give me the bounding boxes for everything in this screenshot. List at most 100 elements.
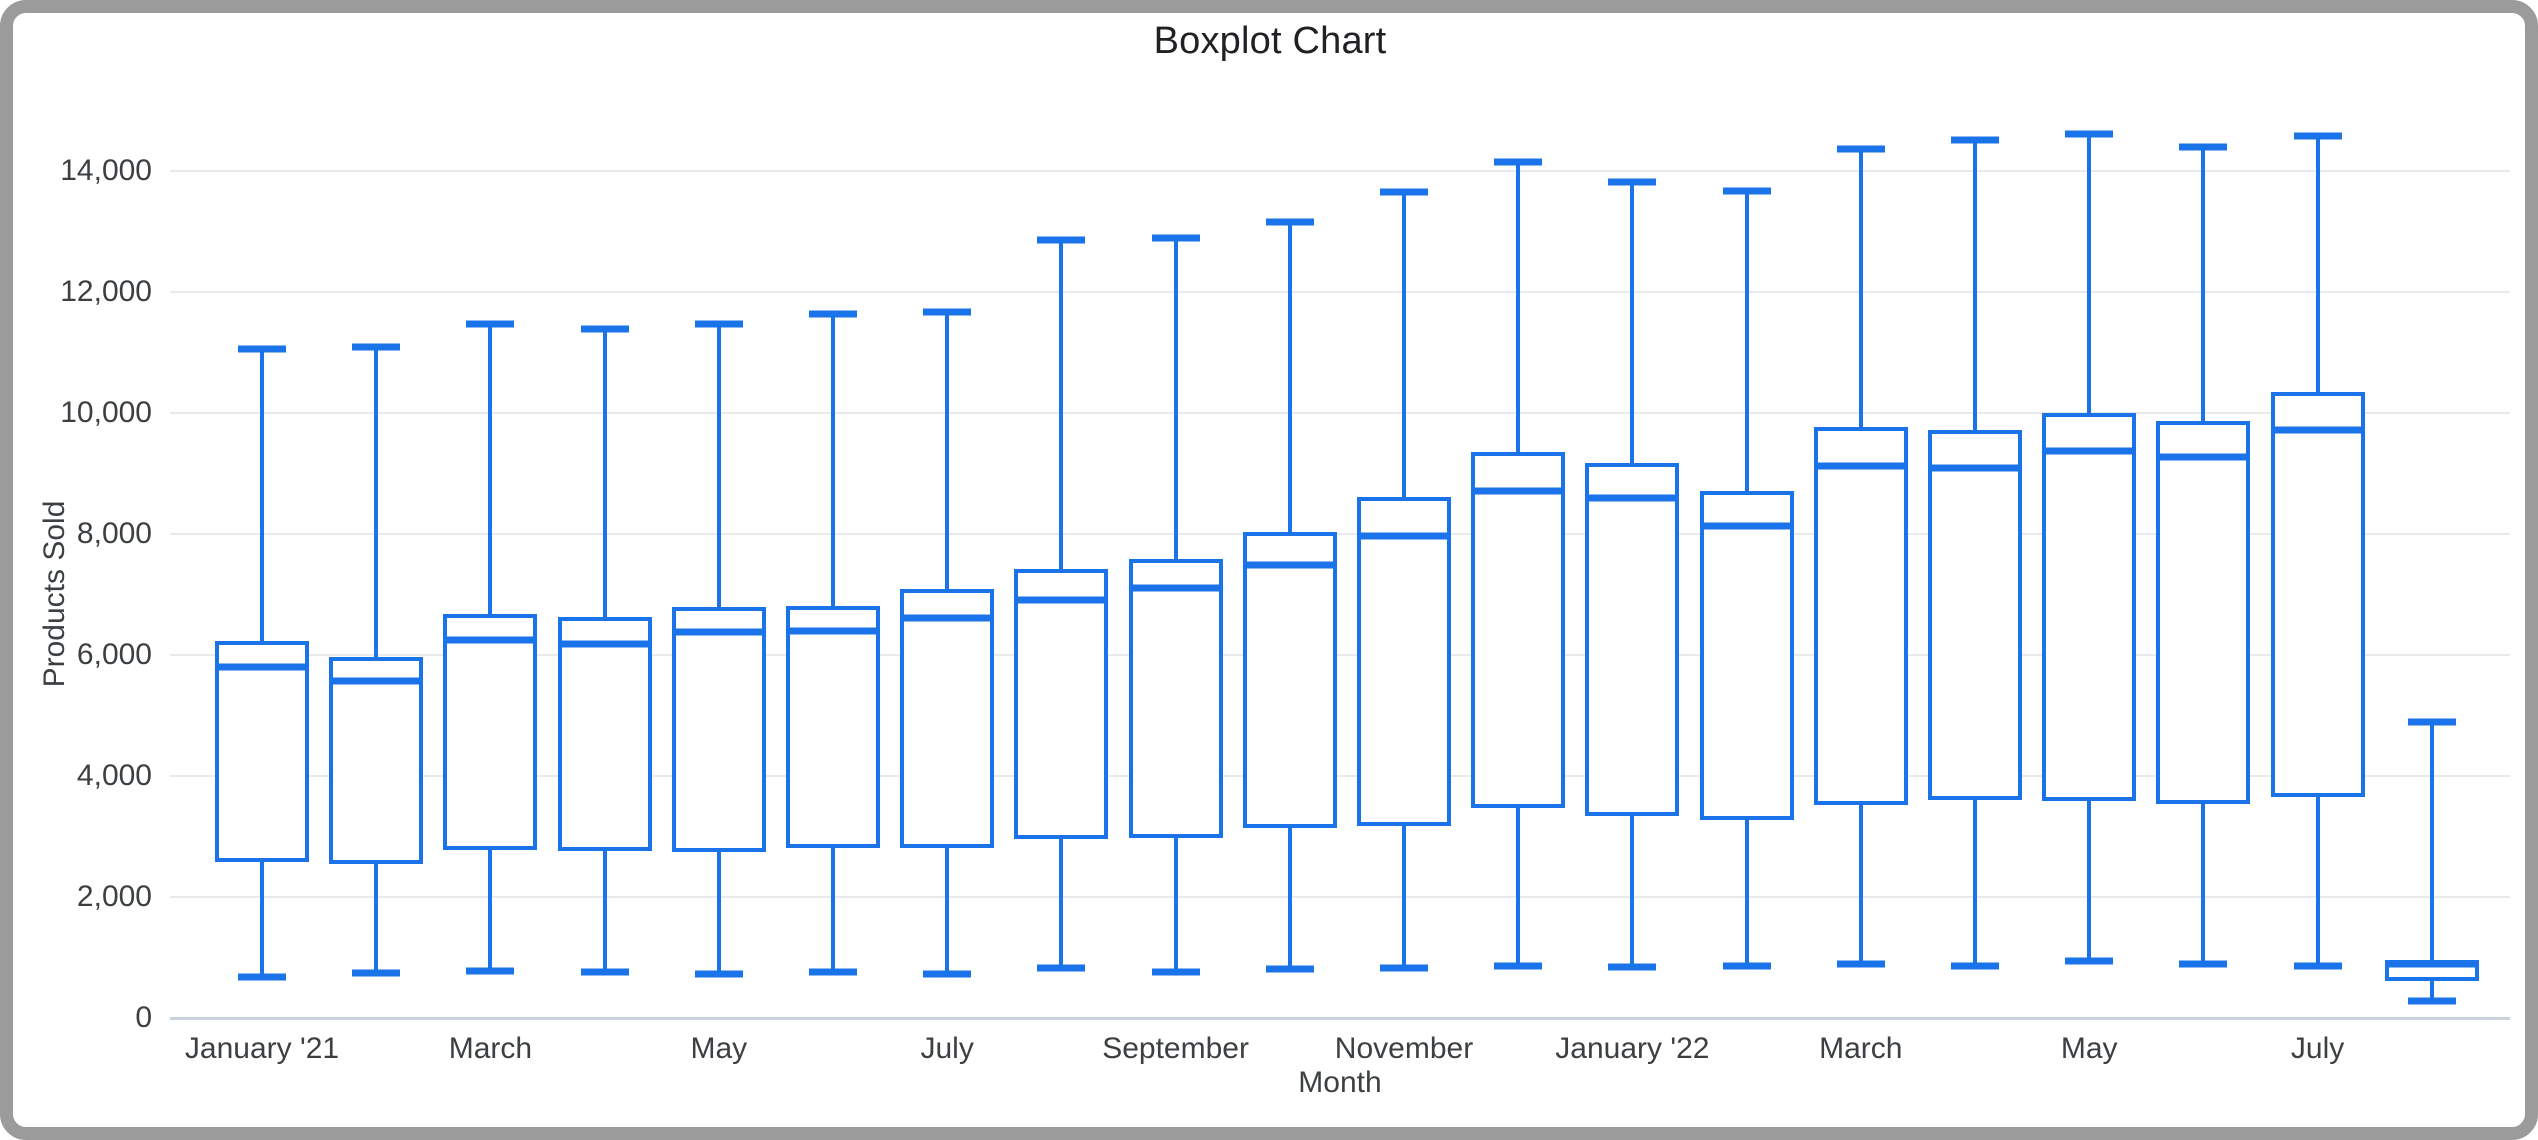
whisker-cap-min-march-22[interactable] [1836, 960, 1885, 968]
whisker-cap-min-june-22[interactable] [2179, 960, 2228, 968]
whisker-cap-max-june-22[interactable] [2179, 143, 2228, 150]
whisker-cap-max-june-21[interactable] [809, 310, 857, 318]
median-line-may-22[interactable] [2042, 447, 2137, 455]
median-line-july-21[interactable] [900, 614, 995, 622]
whisker-cap-max-december-21[interactable] [1494, 158, 1543, 166]
whisker-cap-min-july-21[interactable] [923, 970, 972, 978]
median-line-june-21[interactable] [786, 627, 880, 634]
whisker-cap-min-april-21[interactable] [580, 968, 629, 976]
boxplot-box-october-21[interactable] [1242, 532, 1337, 828]
whisker-cap-min-october-21[interactable] [1265, 965, 1314, 973]
median-line-february-21[interactable] [329, 677, 424, 685]
median-line-february-22[interactable] [1699, 522, 1794, 530]
boxplot-box-april-22[interactable] [1928, 429, 2022, 801]
y-tick-label-14,000: 14,000 [60, 153, 152, 187]
x-tick-label-march-22: March [1819, 1032, 1903, 1065]
boxplot-box-may-22[interactable] [2042, 413, 2137, 802]
whisker-cap-max-may-22[interactable] [2065, 130, 2114, 138]
whisker-cap-max-november-21[interactable] [1380, 188, 1428, 196]
whisker-cap-min-november-21[interactable] [1380, 964, 1428, 972]
y-tick-label-12,000: 12,000 [60, 274, 152, 308]
whisker-cap-min-august-21[interactable] [1037, 964, 1086, 972]
whisker-cap-min-december-21[interactable] [1494, 962, 1543, 970]
median-line-september-21[interactable] [1128, 584, 1223, 592]
x-tick-label-july-22: July [2290, 1032, 2345, 1065]
whisker-cap-max-july-22[interactable] [2293, 132, 2342, 140]
boxplot-box-june-21[interactable] [786, 606, 880, 849]
boxplot-box-january-21[interactable] [215, 640, 309, 862]
x-axis-title: Month [1298, 1066, 1382, 1099]
whisker-cap-min-august-22[interactable] [2407, 997, 2456, 1005]
boxplot-box-november-21[interactable] [1357, 496, 1451, 826]
y-tick-label-2,000: 2,000 [76, 879, 152, 913]
gridline-6,000 [170, 653, 2510, 656]
boxplot-box-january-22[interactable] [1585, 462, 1680, 816]
whisker-cap-max-august-21[interactable] [1037, 236, 1086, 244]
whisker-cap-max-january-21[interactable] [238, 345, 286, 353]
whisker-cap-max-july-21[interactable] [923, 308, 972, 316]
y-tick-label-8,000: 8,000 [76, 516, 152, 550]
gridline-4,000 [170, 774, 2510, 777]
x-tick-label-january-21: January '21 [184, 1032, 340, 1065]
boxplot-box-june-22[interactable] [2156, 420, 2251, 804]
whisker-cap-max-may-21[interactable] [694, 320, 743, 328]
whisker-cap-max-march-21[interactable] [466, 320, 515, 328]
whisker-cap-min-june-21[interactable] [809, 968, 857, 976]
whisker-cap-min-february-21[interactable] [352, 969, 401, 977]
boxplot-box-march-22[interactable] [1813, 427, 1908, 806]
whisker-cap-max-january-22[interactable] [1608, 178, 1657, 186]
y-tick-label-10,000: 10,000 [60, 395, 152, 429]
boxplot-box-february-22[interactable] [1699, 491, 1794, 820]
whisker-stem-august-22[interactable] [2429, 721, 2434, 1001]
gridline-10,000 [170, 411, 2510, 414]
whisker-cap-max-april-21[interactable] [580, 325, 629, 333]
median-line-august-21[interactable] [1014, 596, 1109, 604]
whisker-cap-max-march-22[interactable] [1836, 145, 1885, 153]
gridline-14,000 [170, 169, 2510, 172]
boxplot-box-july-21[interactable] [900, 588, 995, 849]
x-tick-label-march-21: March [448, 1032, 533, 1065]
median-line-april-21[interactable] [557, 640, 652, 648]
median-line-april-22[interactable] [1928, 464, 2022, 472]
boxplot-box-august-21[interactable] [1014, 568, 1109, 839]
whisker-cap-max-october-21[interactable] [1265, 218, 1314, 226]
gridline-0 [170, 1016, 2510, 1020]
whisker-cap-max-february-21[interactable] [352, 343, 401, 351]
boxplot-box-december-21[interactable] [1471, 452, 1566, 809]
whisker-cap-min-march-21[interactable] [466, 967, 515, 975]
boxplot-box-april-21[interactable] [557, 616, 652, 852]
median-line-august-22[interactable] [2384, 960, 2479, 968]
boxplot-box-may-21[interactable] [671, 606, 766, 852]
boxplot-box-march-21[interactable] [443, 614, 538, 851]
whisker-cap-min-may-22[interactable] [2065, 957, 2114, 965]
median-line-october-21[interactable] [1242, 561, 1337, 569]
whisker-cap-min-january-21[interactable] [238, 973, 286, 981]
median-line-june-22[interactable] [2156, 453, 2251, 461]
whisker-cap-min-september-21[interactable] [1151, 968, 1200, 976]
whisker-cap-max-september-21[interactable] [1151, 234, 1200, 242]
whisker-cap-max-february-22[interactable] [1722, 187, 1771, 195]
whisker-cap-min-february-22[interactable] [1722, 962, 1771, 970]
x-tick-label-september-21: September [1102, 1032, 1249, 1065]
median-line-may-21[interactable] [671, 628, 766, 636]
boxplot-box-september-21[interactable] [1128, 559, 1223, 838]
median-line-december-21[interactable] [1471, 487, 1566, 495]
whisker-cap-min-may-21[interactable] [694, 970, 743, 978]
median-line-january-22[interactable] [1585, 494, 1680, 502]
whisker-cap-max-august-22[interactable] [2407, 718, 2456, 726]
chart-title: Boxplot Chart [1153, 20, 1387, 62]
boxplot-box-february-21[interactable] [329, 657, 424, 865]
whisker-cap-min-july-22[interactable] [2293, 962, 2342, 970]
median-line-march-21[interactable] [443, 636, 538, 644]
whisker-cap-min-april-22[interactable] [1951, 962, 1999, 970]
median-line-march-22[interactable] [1813, 462, 1908, 470]
whisker-cap-min-january-22[interactable] [1608, 963, 1657, 971]
boxplot-box-july-22[interactable] [2270, 391, 2365, 797]
median-line-july-22[interactable] [2270, 426, 2365, 434]
y-tick-label-0: 0 [135, 1000, 152, 1034]
y-tick-label-4,000: 4,000 [76, 758, 152, 792]
whisker-cap-max-april-22[interactable] [1951, 136, 1999, 144]
x-tick-label-november-21: November [1334, 1032, 1474, 1065]
median-line-november-21[interactable] [1357, 532, 1451, 540]
median-line-january-21[interactable] [215, 663, 309, 671]
